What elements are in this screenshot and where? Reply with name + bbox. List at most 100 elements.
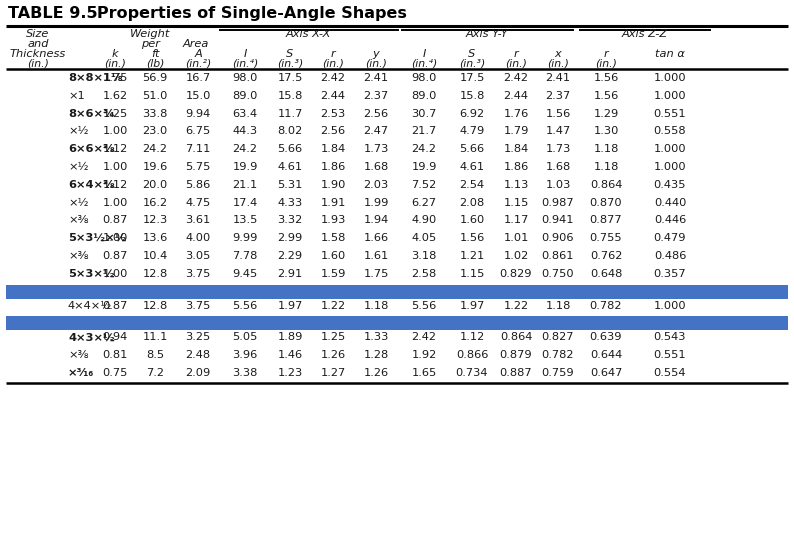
Text: I: I [422,49,426,59]
Text: 1.15: 1.15 [503,198,529,208]
Text: Size: Size [26,29,50,39]
Text: 1.73: 1.73 [545,144,571,154]
Text: 4.61: 4.61 [277,162,303,172]
Text: 0.486: 0.486 [653,251,686,261]
Text: 0.81: 0.81 [102,350,128,360]
Text: A: A [194,49,202,59]
Text: 1.33: 1.33 [364,332,389,343]
Text: 1.23: 1.23 [277,368,303,378]
Text: 1.30: 1.30 [593,126,619,137]
Text: 0.782: 0.782 [590,301,622,311]
Text: 6.92: 6.92 [460,108,484,119]
Text: 1.66: 1.66 [364,233,388,243]
Text: 1.000: 1.000 [653,301,686,311]
Text: 0.877: 0.877 [590,215,622,225]
Text: 0.558: 0.558 [653,126,686,137]
Text: 24.2: 24.2 [233,144,257,154]
Text: 30.7: 30.7 [411,108,437,119]
Text: 5×3×½: 5×3×½ [68,269,114,279]
Text: 1.00: 1.00 [102,269,128,279]
Text: 1.18: 1.18 [593,162,619,172]
Text: (in.⁴): (in.⁴) [410,59,437,69]
Text: 1.84: 1.84 [503,144,529,154]
Text: 4.33: 4.33 [277,198,303,208]
Text: (in.³): (in.³) [277,59,303,69]
Text: 1.00: 1.00 [102,198,128,208]
Text: 1.01: 1.01 [503,233,529,243]
Text: 7.78: 7.78 [233,251,258,261]
Text: 4.90: 4.90 [411,215,437,225]
Text: 0.941: 0.941 [542,215,574,225]
Text: 1.75: 1.75 [102,73,128,83]
Text: 0.755: 0.755 [590,233,622,243]
Text: 0.75: 0.75 [102,368,128,378]
Text: 0.782: 0.782 [542,350,574,360]
Text: S: S [468,49,476,59]
Text: and: and [27,39,48,49]
Text: 10.4: 10.4 [142,251,168,261]
Text: ×⅜: ×⅜ [68,251,88,261]
Text: 0.864: 0.864 [590,180,622,190]
Text: 1.15: 1.15 [459,269,484,279]
Text: (in.²): (in.²) [185,59,211,69]
Text: 1.59: 1.59 [320,269,345,279]
Text: y: y [372,49,380,59]
Text: 1.12: 1.12 [460,332,484,343]
Text: 17.5: 17.5 [459,73,484,83]
Text: 6.75: 6.75 [185,126,210,137]
Text: 1.56: 1.56 [593,73,619,83]
Text: 1.22: 1.22 [321,301,345,311]
Text: 4.05: 4.05 [411,233,437,243]
Text: I: I [243,49,247,59]
Text: 1.26: 1.26 [321,350,345,360]
Text: 51.0: 51.0 [142,91,168,101]
Text: 0.987: 0.987 [542,198,574,208]
Text: 3.38: 3.38 [233,368,258,378]
Text: 8.02: 8.02 [277,126,303,137]
Text: 1.27: 1.27 [320,368,345,378]
Text: 4×3×½: 4×3×½ [68,332,115,343]
Text: 0.759: 0.759 [542,368,574,378]
Text: (in.): (in.) [505,59,527,69]
Text: 0.644: 0.644 [590,350,622,360]
Text: 0.734: 0.734 [456,368,488,378]
Text: 1.97: 1.97 [459,301,484,311]
Text: 1.76: 1.76 [503,108,529,119]
Text: 8.5: 8.5 [146,350,164,360]
Text: 3.32: 3.32 [277,215,303,225]
Text: 8×8×1¹⁄₈: 8×8×1¹⁄₈ [68,73,123,83]
Text: 2.54: 2.54 [460,180,484,190]
Text: 7.52: 7.52 [411,180,437,190]
Text: 1.12: 1.12 [102,144,128,154]
Text: 0.87: 0.87 [102,301,128,311]
Text: 12.3: 12.3 [142,215,168,225]
Text: 1.000: 1.000 [653,73,686,83]
Text: 2.53: 2.53 [320,108,345,119]
Text: (in.): (in.) [547,59,569,69]
Text: 89.0: 89.0 [411,91,437,101]
Text: 19.6: 19.6 [142,162,168,172]
Text: 2.09: 2.09 [185,368,210,378]
Text: 4.79: 4.79 [460,126,484,137]
Text: 1.22: 1.22 [503,301,529,311]
Text: 0.543: 0.543 [653,332,686,343]
Text: 15.8: 15.8 [277,91,303,101]
Text: 11.7: 11.7 [277,108,303,119]
Text: 1.25: 1.25 [320,332,345,343]
Text: 98.0: 98.0 [233,73,258,83]
Text: 15.8: 15.8 [459,91,484,101]
Text: 0.648: 0.648 [590,269,622,279]
Text: 1.56: 1.56 [593,91,619,101]
Text: 1.28: 1.28 [364,350,388,360]
Text: (in.⁴): (in.⁴) [232,59,258,69]
Text: 0.750: 0.750 [542,269,574,279]
Text: 89.0: 89.0 [233,91,258,101]
Text: 8×6×¾: 8×6×¾ [68,108,115,119]
Text: 1.17: 1.17 [503,215,529,225]
Text: 3.25: 3.25 [185,332,210,343]
Text: 9.45: 9.45 [233,269,257,279]
Text: 1.92: 1.92 [411,350,437,360]
Text: 1.84: 1.84 [320,144,345,154]
Text: Axis Z-Z: Axis Z-Z [622,29,668,39]
Text: 2.42: 2.42 [321,73,345,83]
